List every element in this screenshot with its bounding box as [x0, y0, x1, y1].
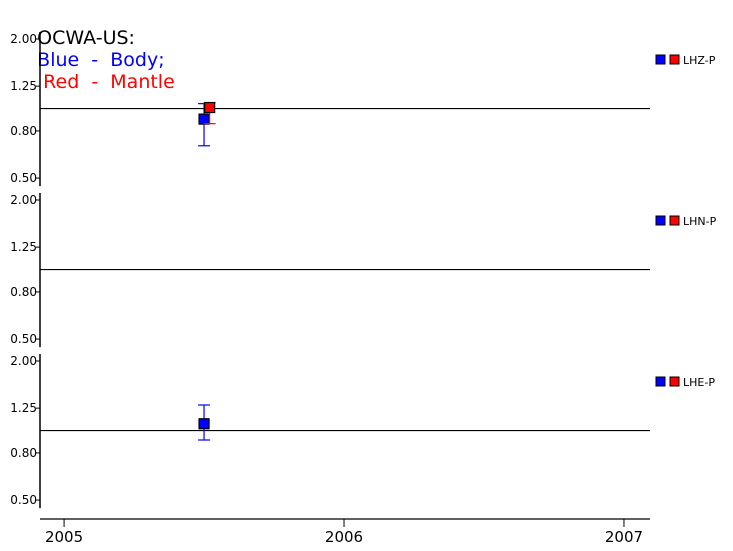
y-tick-label: 1.25: [10, 401, 37, 415]
panel-label: LHN-P: [683, 215, 717, 228]
panel-lhe-p: 2.00 1.25 0.80 0.50 LHE-P: [10, 354, 715, 509]
x-tick-label: 2005: [45, 528, 83, 546]
legend-body-marker: [655, 376, 666, 387]
y-tick-label: 1.25: [10, 79, 37, 93]
y-tick-label: 0.80: [10, 446, 37, 460]
legend-body-marker: [655, 215, 666, 226]
legend-mantle-marker: [669, 376, 680, 387]
y-tick-label: 0.80: [10, 285, 37, 299]
legend-body-marker: [655, 54, 666, 65]
y-tick-label: 2.00: [10, 354, 37, 368]
x-tick-label: 2006: [325, 528, 363, 546]
title-body-legend: Blue - Body;: [37, 49, 165, 71]
y-tick-label: 0.50: [10, 332, 37, 346]
y-tick-label: 2.00: [10, 32, 37, 46]
x-tick-label: 2007: [605, 528, 643, 546]
data-point-body: [198, 113, 210, 125]
legend-mantle-marker: [669, 54, 680, 65]
data-point-body: [198, 418, 210, 430]
title-station: OCWA-US:: [37, 27, 135, 49]
y-tick-label: 0.50: [10, 493, 37, 507]
y-tick-label: 1.25: [10, 240, 37, 254]
data-point-mantle: [204, 101, 216, 114]
panel-label: LHZ-P: [683, 54, 716, 67]
chart-title: OCWA-US: Blue - Body; Red - Mantle: [13, 5, 175, 115]
panel-lhz-p: 2.00 1.25 0.80 0.50 LHZ-P: [10, 32, 716, 187]
panel-label: LHE-P: [683, 376, 715, 389]
y-tick-label: 2.00: [10, 193, 37, 207]
legend-mantle-marker: [669, 215, 680, 226]
panel-lhn-p: 2.00 1.25 0.80 0.50 LHN-P: [10, 193, 717, 348]
y-tick-label: 0.50: [10, 171, 37, 185]
title-mantle-legend: Red - Mantle: [43, 71, 175, 93]
y-tick-label: 0.80: [10, 124, 37, 138]
